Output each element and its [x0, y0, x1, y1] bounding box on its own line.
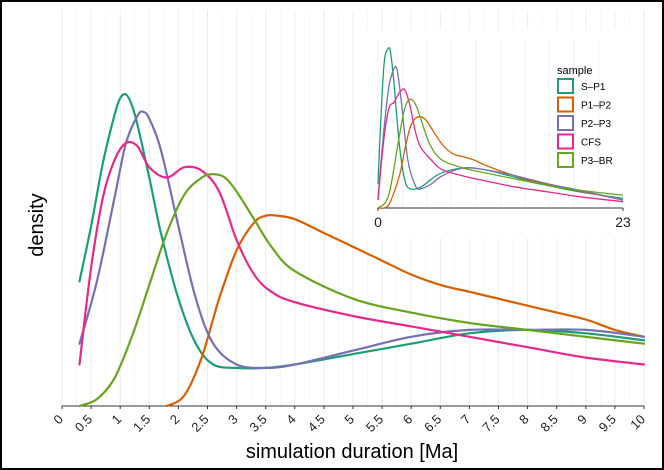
inset-series-line-P2–P3 — [377, 65, 624, 201]
main-series-line-P3–BR — [78, 173, 646, 408]
inset-series-line-CFS — [377, 88, 624, 203]
inset-background — [364, 30, 640, 238]
legend-item: S–P1 — [557, 78, 606, 94]
inset-x-tick-labels: 0 23 — [374, 208, 631, 230]
legend: sample S–P1 P1–P2 P2–P3 CFS P3–BR — [557, 65, 613, 168]
main-series-line-CFS — [78, 140, 646, 366]
legend-label: P2–P3 — [581, 119, 611, 130]
legend-item: P2–P3 — [557, 115, 611, 131]
legend-swatch — [557, 96, 574, 113]
main-series-line-S–P1 — [78, 93, 646, 370]
legend-swatch — [557, 115, 574, 131]
legend-item: CFS — [557, 133, 601, 150]
inset-series-line-P3–BR — [377, 98, 624, 209]
x-axis-label: simulation duration [Ma] — [246, 441, 458, 463]
legend-item: P3–BR — [557, 152, 613, 168]
legend-swatch — [557, 152, 574, 168]
legend-items: S–P1 P1–P2 P2–P3 CFS P3–BR — [557, 78, 613, 168]
legend-swatch — [557, 133, 574, 150]
legend-label: P3–BR — [581, 156, 613, 167]
main-series-line-P1–P2 — [165, 213, 646, 408]
legend-title: sample — [557, 65, 592, 77]
inset-x-tick-label: 23 — [615, 214, 631, 230]
inset-x-tick-label: 0 — [374, 214, 382, 230]
y-axis-label: density — [26, 193, 48, 256]
legend-label: P1–P2 — [581, 101, 611, 112]
legend-label: S–P1 — [581, 82, 606, 93]
legend-label: CFS — [581, 138, 601, 149]
main-series-group — [78, 93, 646, 408]
inset-series-line-S–P1 — [377, 47, 624, 200]
inset-series-group — [377, 47, 624, 209]
legend-item: P1–P2 — [557, 96, 611, 113]
inset-density-chart: 0 23 sample S–P1 P1–P2 P2–P3 CFS P3–BR — [364, 30, 640, 238]
legend-swatch — [557, 78, 574, 94]
